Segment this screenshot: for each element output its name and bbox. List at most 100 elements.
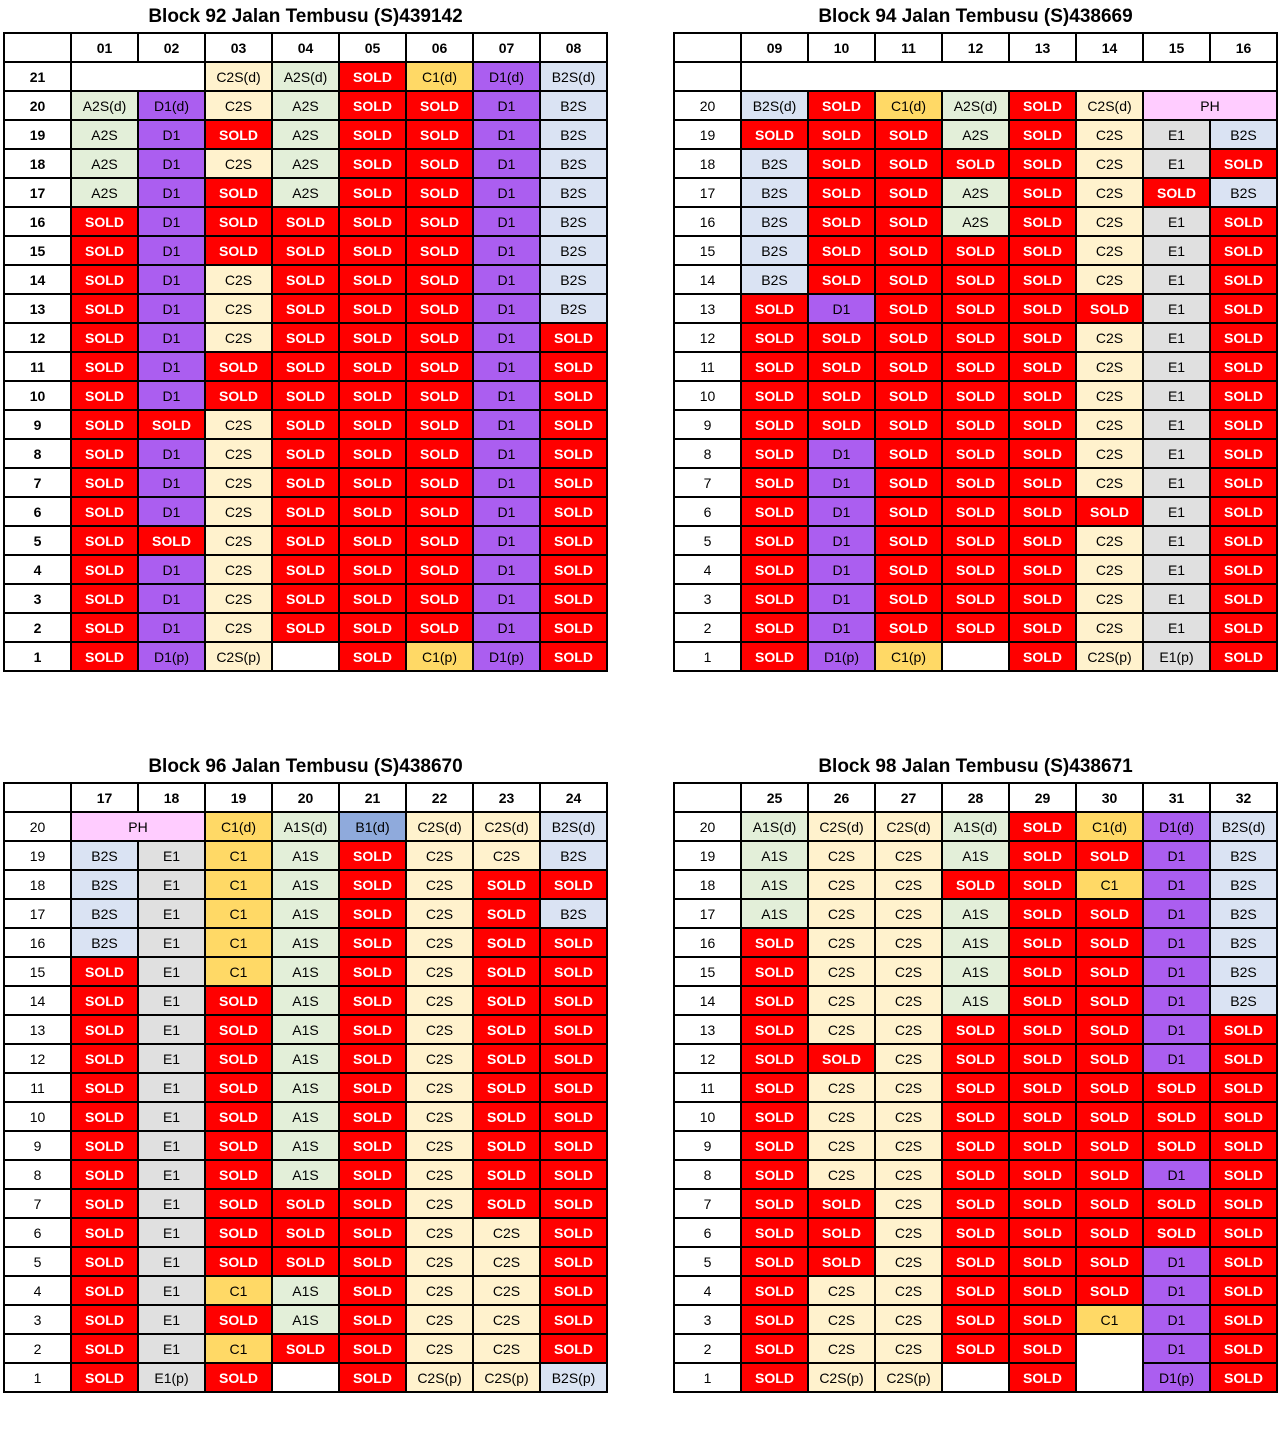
sold-unit-cell: SOLD: [740, 467, 809, 498]
sold-unit-cell: SOLD: [874, 380, 943, 411]
sold-unit-cell: SOLD: [271, 467, 340, 498]
unit-cell: C2S: [807, 1333, 876, 1364]
unit-cell: E1: [137, 1217, 206, 1248]
unit-cell: D1: [137, 612, 206, 643]
unit-cell: A1S: [271, 1275, 340, 1306]
unit-cell: D1: [472, 380, 541, 411]
unit-cell: C2S(p): [874, 1362, 943, 1393]
sold-unit-cell: SOLD: [941, 612, 1010, 643]
unit-cell: B2S: [1209, 840, 1278, 871]
empty-cell: [271, 641, 340, 672]
column-header-row: 09 10 11 12 13 14 15 16: [673, 32, 1278, 63]
unit-cell: D1(p): [472, 641, 541, 672]
sold-unit-cell: SOLD: [1142, 1217, 1211, 1248]
sold-unit-cell: SOLD: [941, 467, 1010, 498]
sold-unit-cell: SOLD: [204, 119, 273, 150]
sold-unit-cell: SOLD: [1075, 840, 1144, 871]
floor-row: 3 SOLD E1 SOLD A1S SOLD C2S C2S SOLD: [3, 1304, 608, 1335]
unit-cell: C2S(p): [807, 1362, 876, 1393]
unit-cell: C1: [204, 840, 273, 871]
unit-cell: PH: [70, 811, 206, 842]
unit-cell: E1: [1142, 496, 1211, 527]
sold-unit-cell: SOLD: [539, 554, 608, 585]
floor-label: [673, 61, 742, 92]
unit-cell: PH: [1142, 90, 1278, 121]
sold-unit-cell: SOLD: [472, 1159, 541, 1190]
sold-unit-cell: SOLD: [204, 985, 273, 1016]
floor-label: 12: [673, 1043, 742, 1074]
sold-unit-cell: SOLD: [807, 409, 876, 440]
unit-cell: D1(d): [1142, 811, 1211, 842]
floor-label: 1: [3, 641, 72, 672]
sold-unit-cell: SOLD: [271, 293, 340, 324]
floor-row: 15 SOLD D1 SOLD SOLD SOLD SOLD D1 B2S: [3, 235, 608, 266]
unit-cell: E1: [1142, 148, 1211, 179]
unit-cell: C2S: [472, 1246, 541, 1277]
floor-label: 2: [3, 1333, 72, 1364]
unit-cell: A1S: [271, 869, 340, 900]
sold-unit-cell: SOLD: [1075, 1072, 1144, 1103]
sold-unit-cell: SOLD: [405, 380, 474, 411]
unit-cell: C1: [204, 956, 273, 987]
sold-unit-cell: SOLD: [70, 956, 139, 987]
floor-label: 17: [673, 898, 742, 929]
floor-label: 4: [3, 554, 72, 585]
unit-cell: E1: [1142, 612, 1211, 643]
unit-cell: C2S: [1075, 525, 1144, 556]
floor-row: 20 PH C1(d) A1S(d) B1(d) C2S(d) C2S(d) B2S(d): [3, 811, 608, 842]
floor-label: 9: [673, 409, 742, 440]
floor-label: 16: [673, 927, 742, 958]
sold-unit-cell: SOLD: [70, 409, 139, 440]
block-94-table: Block 94 Jalan Tembusu (S)438669 09 10 11 1…: [673, 6, 1278, 672]
unit-column-header: 15: [1142, 32, 1211, 63]
sold-unit-cell: SOLD: [539, 1275, 608, 1306]
unit-cell: E1: [137, 840, 206, 871]
unit-cell: C2S: [807, 869, 876, 900]
sold-unit-cell: SOLD: [70, 206, 139, 237]
sold-unit-cell: SOLD: [740, 1188, 809, 1219]
floor-row: 8 SOLD D1 C2S SOLD SOLD SOLD D1 SOLD: [3, 438, 608, 469]
unit-cell: D1: [137, 206, 206, 237]
unit-cell: D1: [137, 496, 206, 527]
sold-unit-cell: SOLD: [338, 177, 407, 208]
sold-unit-cell: SOLD: [1008, 438, 1077, 469]
sold-unit-cell: SOLD: [941, 1217, 1010, 1248]
sold-unit-cell: SOLD: [941, 322, 1010, 353]
unit-column-header: 02: [137, 32, 206, 63]
unit-cell: A1S: [271, 898, 340, 929]
sold-unit-cell: SOLD: [1008, 583, 1077, 614]
unit-cell: D1(p): [1142, 1362, 1211, 1393]
unit-cell: D1(d): [472, 61, 541, 92]
floor-row: 11 SOLD SOLD SOLD SOLD SOLD C2S E1 SOLD: [673, 351, 1278, 382]
sold-unit-cell: SOLD: [70, 583, 139, 614]
unit-column-header: 20: [271, 782, 340, 813]
sold-unit-cell: SOLD: [204, 1101, 273, 1132]
unit-cell: B2S: [539, 264, 608, 295]
unit-cell: B2S: [539, 840, 608, 871]
sold-unit-cell: SOLD: [70, 1333, 139, 1364]
sold-unit-cell: SOLD: [1008, 1304, 1077, 1335]
sold-unit-cell: SOLD: [1209, 322, 1278, 353]
unit-cell: E1: [137, 898, 206, 929]
unit-cell: E1: [1142, 293, 1211, 324]
sold-unit-cell: SOLD: [70, 1304, 139, 1335]
sold-unit-cell: SOLD: [338, 612, 407, 643]
floor-label: 17: [673, 177, 742, 208]
floor-label: 15: [3, 956, 72, 987]
unit-cell: D1: [137, 322, 206, 353]
unit-cell: D1: [807, 612, 876, 643]
unit-cell: D1: [1142, 1014, 1211, 1045]
unit-cell: E1: [1142, 554, 1211, 585]
sold-unit-cell: SOLD: [807, 264, 876, 295]
sold-unit-cell: SOLD: [874, 235, 943, 266]
unit-cell: C2S: [405, 1333, 474, 1364]
unit-column-header: 19: [204, 782, 273, 813]
sold-unit-cell: SOLD: [539, 438, 608, 469]
floor-label: 18: [673, 148, 742, 179]
sold-unit-cell: SOLD: [1209, 1275, 1278, 1306]
floor-row: 14 SOLD C2S C2S A1S SOLD SOLD D1 B2S: [673, 985, 1278, 1016]
floor-row: 10 SOLD C2S C2S SOLD SOLD SOLD SOLD SOLD: [673, 1101, 1278, 1132]
sold-unit-cell: SOLD: [338, 554, 407, 585]
sold-unit-cell: SOLD: [1008, 1217, 1077, 1248]
unit-cell: B2S: [70, 898, 139, 929]
